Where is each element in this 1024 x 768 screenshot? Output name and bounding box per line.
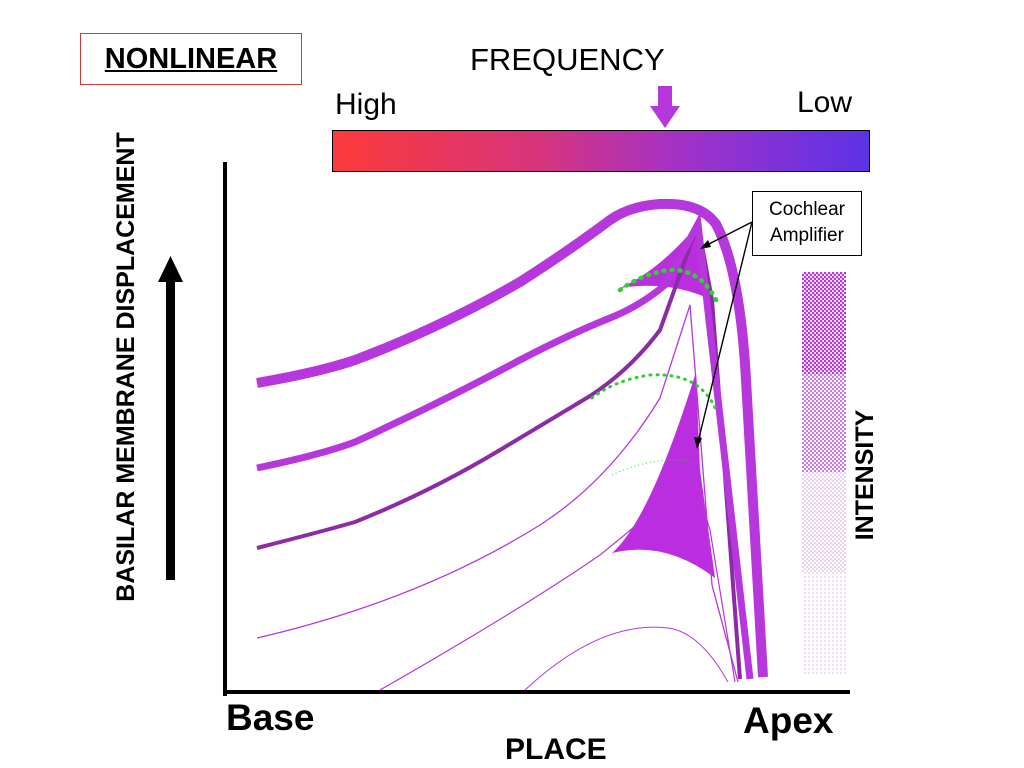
frequency-marker-arrow [650,86,680,128]
x-axis-label: PLACE [505,733,607,766]
passive-peak-middle [590,373,718,412]
callout-line-2: Amplifier [770,225,844,246]
cochlear-amplifier-callout: Cochlear Amplifier [752,191,862,256]
response-curve-6 [256,198,768,678]
frequency-high-label: High [335,88,397,121]
response-curve-4 [256,216,742,680]
amplifier-fill-lower [612,372,715,578]
passive-peak-upper [617,267,719,303]
intensity-level-2 [802,472,846,572]
title-box: NONLINEAR [80,33,302,85]
intensity-level-4 [802,272,846,374]
frequency-gradient-bar [332,130,870,172]
x-axis-base-label: Base [226,697,315,738]
y-axis-label: BASILAR MEMBRANE DISPLACEMENT [112,132,140,602]
response-curve-1 [524,626,729,691]
x-axis-apex-label: Apex [743,700,834,741]
intensity-level-1 [802,572,846,675]
passive-peak-lower [611,459,696,476]
callout-pointers [694,221,753,449]
diagram-title: NONLINEAR [104,43,278,75]
frequency-title: FREQUENCY [470,42,665,77]
response-curve-3 [256,304,739,683]
response-curve-5 [256,212,754,680]
y-axis-up-arrow [158,256,183,580]
frequency-low-label: Low [797,86,853,119]
axes [223,162,850,696]
intensity-scale [802,272,846,675]
intensity-level-3 [802,374,846,472]
response-curve-2 [379,472,736,691]
intensity-label: INTENSITY [851,409,879,541]
callout-line-1: Cochlear [768,199,846,220]
